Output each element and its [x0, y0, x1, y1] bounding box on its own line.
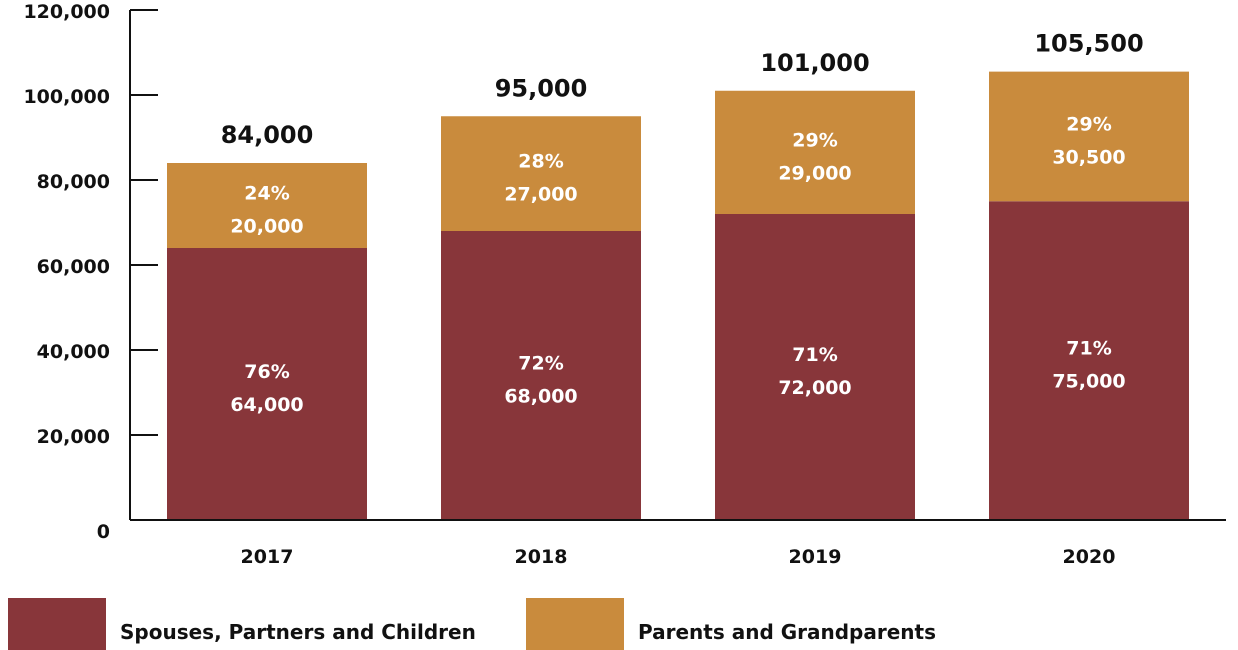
segment-value-label: 20,000 [230, 216, 303, 238]
y-tick-label: 20,000 [37, 426, 110, 448]
y-tick-label: 40,000 [37, 341, 110, 363]
legend-swatch-spouses [8, 598, 106, 650]
segment-percent-label: 71% [792, 344, 837, 366]
bar-segment [167, 163, 367, 248]
x-tick-label: 2020 [1063, 546, 1116, 568]
y-tick-label: 100,000 [23, 86, 110, 108]
bar-segment [441, 116, 641, 231]
bar-total-label: 95,000 [495, 74, 588, 102]
stacked-bar-chart: 76% 64,000 24% 20,000 84,000 2017 72% 68,000 28%… [23, 1, 1226, 568]
bar-segment [989, 71, 1189, 202]
bar-segment [441, 231, 641, 520]
segment-value-label: 68,000 [504, 386, 577, 408]
segment-percent-label: 29% [1066, 113, 1111, 135]
bar-segment [715, 214, 915, 520]
legend-label-parents: Parents and Grandparents [638, 620, 936, 644]
legend-label-spouses: Spouses, Partners and Children [120, 620, 476, 644]
segment-value-label: 64,000 [230, 394, 303, 416]
x-tick-label: 2018 [515, 546, 568, 568]
segment-percent-label: 24% [244, 183, 289, 205]
legend-swatch-parents [526, 598, 624, 650]
bar-segment [715, 90, 915, 214]
bar-segment [167, 248, 367, 520]
segment-value-label: 29,000 [778, 162, 851, 184]
bar-total-label: 84,000 [221, 121, 314, 149]
segment-percent-label: 29% [792, 129, 837, 151]
y-tick-label: 80,000 [37, 171, 110, 193]
segment-percent-label: 71% [1066, 338, 1111, 360]
segment-percent-label: 76% [244, 361, 289, 383]
bar-segment [989, 201, 1189, 520]
segment-value-label: 75,000 [1052, 371, 1125, 393]
bar-total-label: 105,500 [1034, 30, 1143, 58]
x-tick-label: 2019 [789, 546, 842, 568]
segment-value-label: 30,500 [1052, 146, 1125, 168]
segment-value-label: 27,000 [504, 184, 577, 206]
y-tick-label: 0 [97, 521, 110, 543]
y-tick-label: 120,000 [23, 1, 110, 23]
segment-percent-label: 28% [518, 151, 563, 173]
segment-percent-label: 72% [518, 353, 563, 375]
legend: Spouses, Partners and Children Parents a… [0, 598, 1238, 650]
y-tick-label: 60,000 [37, 256, 110, 278]
x-tick-label: 2017 [241, 546, 294, 568]
bar-total-label: 101,000 [760, 49, 869, 77]
segment-value-label: 72,000 [778, 377, 851, 399]
